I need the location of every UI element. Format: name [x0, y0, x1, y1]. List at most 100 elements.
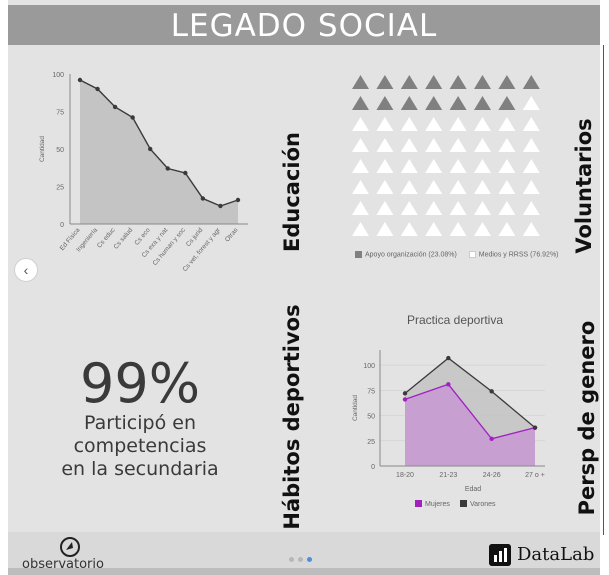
- x-tick-label: Cs human y soc: [152, 226, 188, 267]
- triangle-empty: [352, 201, 369, 215]
- data-point-varones: [446, 355, 451, 361]
- previous-slide-button[interactable]: ‹: [14, 258, 38, 282]
- series-line: [79, 79, 239, 207]
- area-fill-mujeres: [405, 384, 535, 466]
- triangle-empty: [352, 117, 369, 131]
- legend-label-mujeres: Mujeres: [425, 501, 450, 508]
- y-tick-label: 75: [367, 388, 375, 395]
- triangle-empty: [425, 159, 443, 173]
- y-tick-label: 100: [52, 72, 64, 79]
- chevron-left-icon: ‹: [23, 262, 29, 278]
- y-tick-label: 25: [367, 439, 375, 446]
- triangle-empty: [376, 159, 394, 173]
- y-axis-label: Cantidad: [352, 395, 359, 421]
- carousel-dot[interactable]: [298, 557, 303, 562]
- data-point: [183, 170, 188, 176]
- triangle-empty: [498, 201, 516, 215]
- triangle-filled: [376, 96, 394, 110]
- triangle-empty: [498, 180, 516, 194]
- triangle-empty: [400, 117, 418, 131]
- triangle-empty: [400, 138, 418, 152]
- left-margin: [0, 0, 8, 575]
- series-line-varones: [404, 357, 536, 429]
- y-tick-label: 25: [56, 185, 64, 192]
- triangle-empty: [522, 96, 540, 110]
- x-tick-label: 18-20: [396, 472, 414, 479]
- legend-label-apoyo: Apoyo organización (23.08%): [365, 251, 457, 259]
- legend-swatch-medios: [468, 251, 476, 258]
- stat-value: 99%: [79, 352, 201, 415]
- data-point: [77, 77, 83, 83]
- legend-label-varones: Varones: [470, 501, 496, 508]
- triangle-empty: [522, 201, 540, 215]
- triangle-empty: [376, 222, 394, 236]
- section-title-educacion: Educación: [280, 132, 304, 252]
- triangle-empty: [474, 222, 491, 236]
- triangle-empty: [522, 138, 540, 152]
- triangle-empty: [425, 222, 443, 236]
- triangle-empty: [522, 180, 540, 194]
- triangle-empty: [376, 117, 394, 131]
- right-border-line: [603, 45, 604, 535]
- triangle-filled: [352, 96, 369, 110]
- triangle-empty: [352, 222, 369, 236]
- triangle-filled: [425, 75, 443, 89]
- triangle-empty: [376, 138, 394, 152]
- stat-line-2: competencias: [73, 435, 207, 457]
- x-tick-label: 27 o +: [525, 472, 545, 479]
- sport-practice-chart: Practica deportiva 0 25 50 75 100 18-20 21-23 24…: [352, 313, 545, 508]
- triangle-empty: [498, 138, 516, 152]
- volunteer-legend: Apoyo organización (23.08%) Medios y RRS…: [355, 251, 559, 258]
- triangle-filled: [474, 75, 491, 89]
- data-point: [235, 197, 241, 203]
- chart-title: Practica deportiva: [407, 313, 503, 327]
- y-tick-label: 75: [56, 110, 64, 117]
- triangle-filled: [498, 75, 516, 89]
- y-tick-label: 0: [60, 222, 64, 229]
- triangle-empty: [352, 159, 369, 173]
- right-margin: [600, 0, 609, 575]
- triangle-empty: [449, 180, 467, 194]
- triangle-empty: [449, 222, 467, 236]
- y-tick-label: 50: [56, 147, 64, 154]
- triangle-empty: [498, 117, 516, 131]
- y-tick-label: 0: [371, 464, 375, 471]
- section-title-genero: Persp de genero: [575, 320, 599, 516]
- carousel-indicator: [289, 549, 316, 567]
- triangle-empty: [498, 222, 516, 236]
- data-point-varones: [402, 391, 408, 396]
- data-point-mujeres: [446, 382, 451, 387]
- triangle-empty: [449, 159, 467, 173]
- observatorio-logo: [60, 537, 80, 557]
- section-title-voluntarios: Voluntarios: [572, 118, 596, 254]
- y-tick-label: 100: [363, 363, 375, 370]
- triangle-empty: [522, 117, 540, 131]
- triangle-empty: [474, 201, 491, 215]
- triangle-empty: [449, 201, 467, 215]
- triangle-empty: [474, 138, 491, 152]
- triangle-filled: [449, 75, 467, 89]
- stat-line-3: en la secundaria: [61, 458, 219, 480]
- data-point: [218, 203, 223, 209]
- triangle-empty: [474, 117, 491, 131]
- legend-swatch-apoyo: [355, 251, 362, 258]
- carousel-dot[interactable]: [289, 557, 294, 562]
- data-point-mujeres: [402, 397, 408, 402]
- triangle-empty: [498, 159, 516, 173]
- data-point-mujeres: [489, 436, 494, 441]
- triangle-filled: [376, 75, 394, 89]
- series-line-mujeres: [404, 383, 536, 440]
- title-banner: LEGADO SOCIAL: [8, 5, 600, 45]
- observatorio-logo-text: observatorio: [22, 557, 104, 572]
- triangle-empty: [352, 138, 369, 152]
- triangle-empty: [400, 222, 418, 236]
- carousel-dot-active[interactable]: [307, 557, 312, 562]
- triangle-filled: [522, 75, 540, 89]
- volunteer-pictogram: [352, 75, 540, 236]
- footer-shadow: [8, 568, 600, 575]
- legend-label-medios: Medios y RRSS (76.92%): [478, 251, 559, 259]
- y-axis-label: Cantidad: [39, 136, 46, 162]
- data-point: [112, 104, 118, 110]
